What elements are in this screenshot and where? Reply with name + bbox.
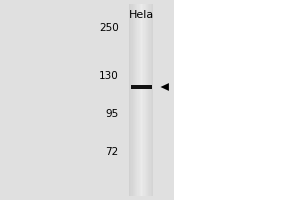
- Bar: [134, 4, 135, 196]
- Bar: [133, 4, 134, 196]
- Bar: [147, 4, 148, 196]
- Bar: [129, 4, 130, 196]
- Polygon shape: [160, 83, 169, 91]
- Bar: [140, 4, 141, 196]
- Bar: [137, 4, 139, 196]
- Bar: [0, 0, 174, 200]
- Bar: [148, 4, 150, 196]
- Bar: [130, 85, 152, 89]
- Bar: [141, 4, 142, 196]
- Bar: [139, 4, 140, 196]
- Bar: [143, 4, 145, 196]
- Bar: [136, 4, 138, 196]
- Text: 72: 72: [105, 147, 119, 157]
- Bar: [135, 4, 136, 196]
- Bar: [142, 4, 144, 196]
- Bar: [130, 4, 132, 196]
- Bar: [146, 4, 147, 196]
- Bar: [152, 4, 153, 196]
- Bar: [151, 4, 152, 196]
- Bar: [149, 4, 151, 196]
- Bar: [131, 4, 133, 196]
- Text: 130: 130: [99, 71, 118, 81]
- Bar: [174, 0, 300, 200]
- Text: 95: 95: [105, 109, 119, 119]
- Text: Hela: Hela: [128, 10, 154, 20]
- Bar: [145, 4, 146, 196]
- Bar: [129, 4, 153, 196]
- Text: 250: 250: [99, 23, 118, 33]
